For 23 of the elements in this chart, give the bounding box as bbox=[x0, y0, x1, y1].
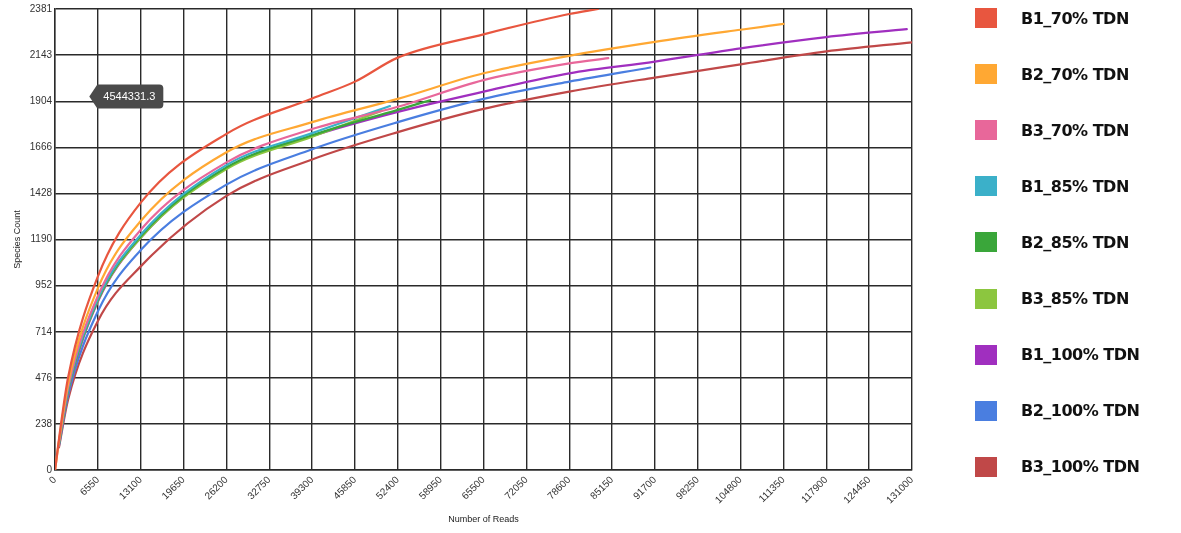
x-axis-title: Number of Reads bbox=[448, 514, 520, 525]
annotation: 4544331.3 bbox=[103, 89, 156, 102]
legend-label: B1_70% TDN bbox=[1021, 8, 1129, 28]
y-tick-label: 1904 bbox=[29, 95, 53, 107]
legend-label: B3_100% TDN bbox=[1021, 457, 1140, 477]
y-tick-label: 238 bbox=[35, 417, 53, 429]
y-tick-label: 476 bbox=[35, 371, 53, 383]
y-tick-label: 952 bbox=[35, 279, 53, 291]
legend-label: B2_85% TDN bbox=[1021, 232, 1129, 252]
legend-label: B1_85% TDN bbox=[1021, 176, 1129, 196]
y-tick-label: 0 bbox=[46, 463, 53, 475]
legend-label: B3_85% TDN bbox=[1021, 289, 1129, 309]
legend-label: B2_100% TDN bbox=[1021, 401, 1140, 421]
y-axis-title: Species Count bbox=[11, 209, 22, 269]
y-tick-label: 714 bbox=[35, 325, 53, 337]
y-tick-label: 1666 bbox=[29, 141, 53, 153]
y-tick-label: 2143 bbox=[29, 48, 53, 60]
legend-label: B3_70% TDN bbox=[1021, 120, 1129, 140]
legend-label: B2_70% TDN bbox=[1021, 64, 1129, 84]
y-tick-label: 1428 bbox=[29, 187, 53, 199]
y-tick-label: 1190 bbox=[30, 233, 53, 245]
legend-label: B1_100% TDN bbox=[1021, 345, 1140, 365]
y-tick-label: 2381 bbox=[29, 2, 53, 14]
